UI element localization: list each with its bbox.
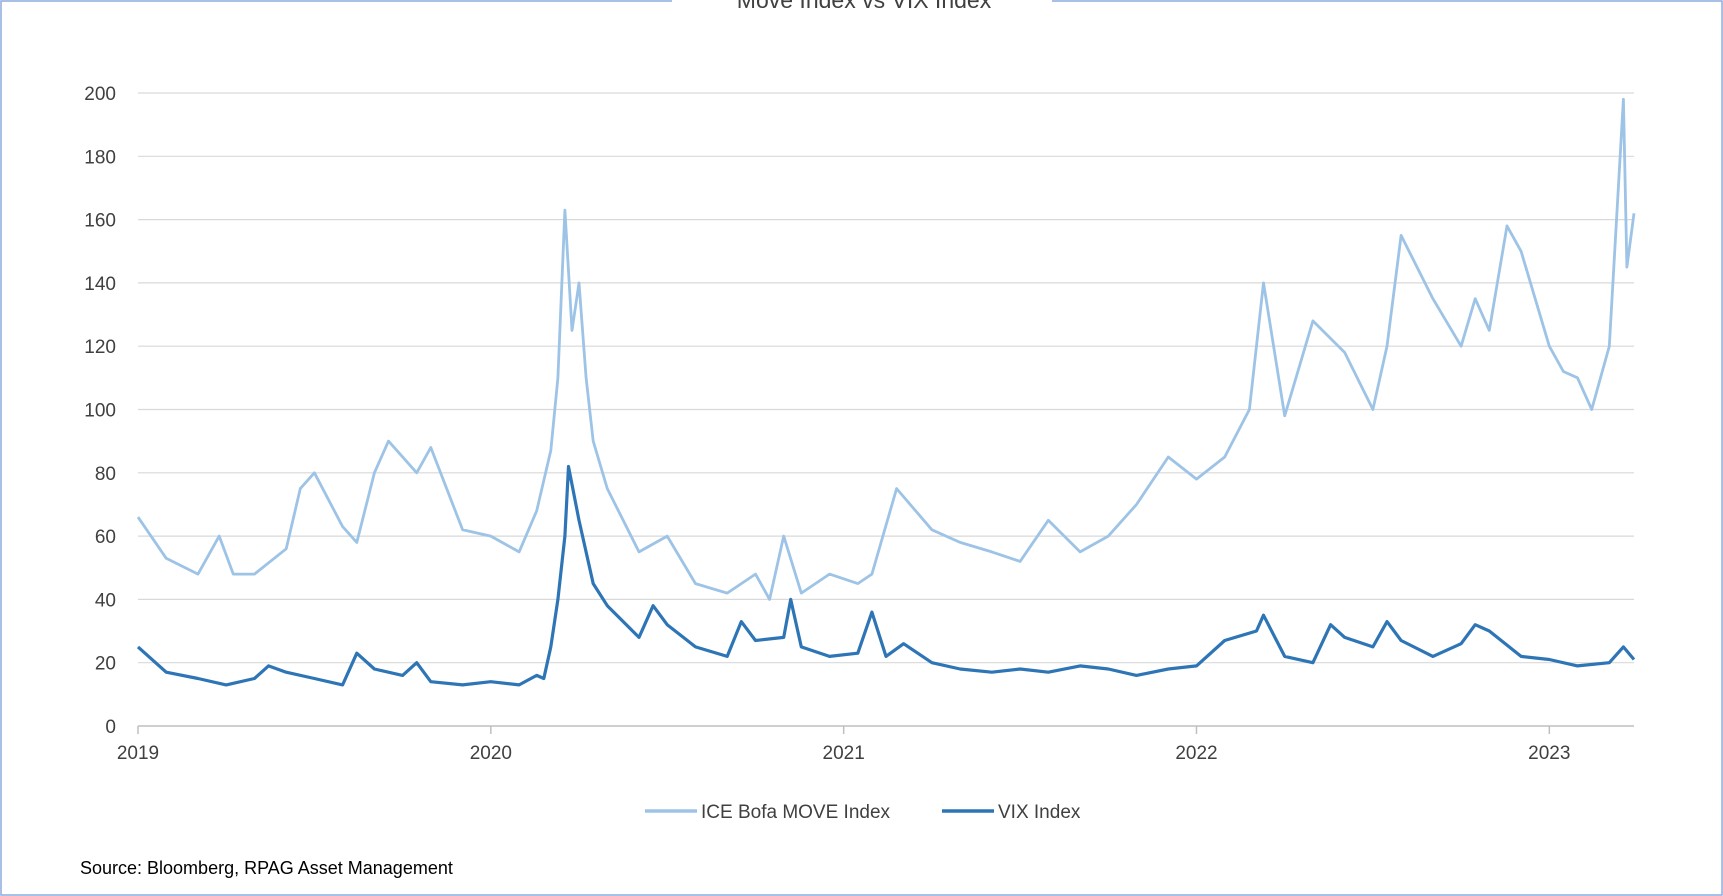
title-backdrop <box>672 0 1052 20</box>
y-tick-label: 100 <box>84 401 116 422</box>
x-tick-label: 2023 <box>1528 743 1570 764</box>
y-tick-label: 160 <box>84 211 116 232</box>
y-tick-label: 80 <box>95 464 116 485</box>
source-note: Source: Bloomberg, RPAG Asset Management <box>80 858 453 878</box>
y-tick-label: 60 <box>95 527 116 548</box>
x-tick-label: 2022 <box>1175 743 1217 764</box>
y-tick-label: 20 <box>95 654 116 675</box>
y-tick-label: 140 <box>84 274 116 295</box>
x-tick-label: 2020 <box>470 743 512 764</box>
series-line <box>136 464 1636 687</box>
x-tick-label: 2021 <box>823 743 865 764</box>
y-tick-label: 120 <box>84 337 116 358</box>
y-tick-label: 200 <box>84 84 116 105</box>
x-tick-label: 2019 <box>117 743 159 764</box>
legend-label: ICE Bofa MOVE Index <box>701 802 891 823</box>
y-tick-label: 0 <box>105 717 116 738</box>
y-tick-label: 40 <box>95 590 116 611</box>
y-tick-label: 180 <box>84 147 116 168</box>
series-line <box>136 97 1636 601</box>
chart-title: Move Index vs VIX Index <box>737 0 992 13</box>
legend-label: VIX Index <box>998 802 1081 823</box>
